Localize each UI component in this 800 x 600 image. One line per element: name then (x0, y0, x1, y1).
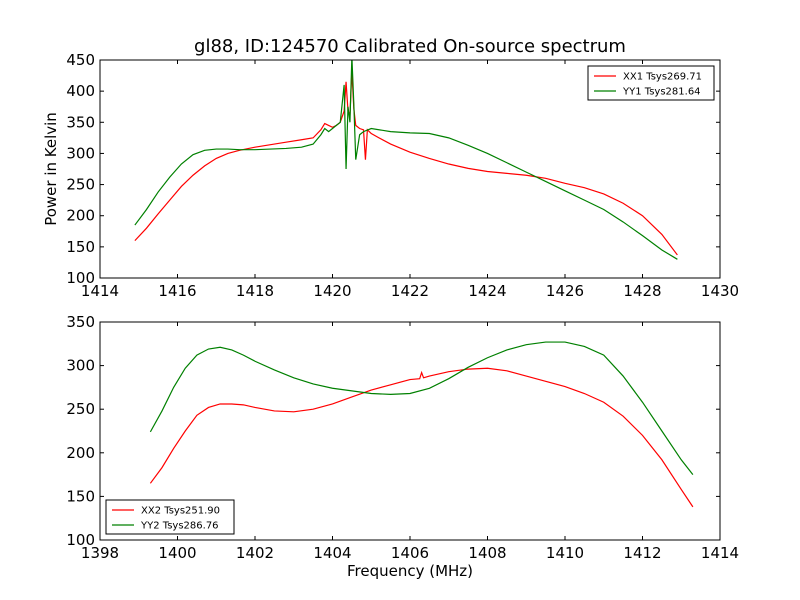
y-tick-label: 100 (66, 269, 95, 287)
y-tick-label: 300 (66, 357, 95, 375)
x-tick-label: 1424 (468, 282, 506, 300)
y-tick-label: 200 (66, 444, 95, 462)
x-tick-label: 1428 (623, 282, 661, 300)
chart-title: gl88, ID:124570 Calibrated On-source spe… (194, 36, 626, 57)
x-tick-label: 1410 (546, 544, 584, 562)
x-tick-label: 1420 (313, 282, 351, 300)
y-tick-label: 250 (66, 176, 95, 194)
y-tick-label: 350 (66, 113, 95, 131)
x-tick-label: 1422 (391, 282, 429, 300)
x-tick-label: 1414 (81, 282, 119, 300)
series-line-top-2 (134, 60, 678, 260)
legend-entry: XX1 Tsys269.71 (623, 72, 702, 83)
legend-box (105, 499, 235, 535)
series-line-bottom-1 (149, 367, 694, 508)
x-tick-label: 1430 (701, 282, 739, 300)
x-tick-label: 1398 (81, 544, 119, 562)
y-tick-label: 150 (66, 238, 95, 256)
y-tick-label: 250 (66, 400, 95, 418)
y-tick-label: 400 (66, 82, 95, 100)
top-panel: 1414 1416 1418 1420 1422 1424 1426 1428 1430 100 1… (42, 51, 739, 300)
y-tick-label: 450 (66, 51, 95, 69)
legend: XX2 Tsys251.90 YY2 Tsys286.76 (105, 499, 235, 535)
x-tick-label: 1412 (623, 544, 661, 562)
legend-entry: YY2 Tsys286.76 (140, 521, 219, 532)
series-line-bottom-2 (149, 341, 694, 475)
x-tick-label: 1414 (701, 544, 739, 562)
x-tick-label: 1408 (468, 544, 506, 562)
x-tick-label: 1400 (158, 544, 196, 562)
legend-box (587, 65, 715, 101)
y-tick-label: 200 (66, 207, 95, 225)
x-tick-label: 1404 (313, 544, 351, 562)
y-tick-label: 350 (66, 313, 95, 331)
legend-entry: YY1 Tsys281.64 (622, 87, 701, 98)
y-tick-label: 150 (66, 487, 95, 505)
x-tick-label: 1416 (158, 282, 196, 300)
y-tick-label: 300 (66, 144, 95, 162)
y-tick-label: 100 (66, 531, 95, 549)
legend-entry: XX2 Tsys251.90 (141, 506, 220, 517)
x-tick-label: 1406 (391, 544, 429, 562)
y-axis-label: Power in Kelvin (42, 112, 60, 226)
bottom-panel: 1398 1400 1402 1404 1406 1408 1410 1412 1414 100 1… (66, 313, 739, 580)
x-tick-label: 1418 (236, 282, 274, 300)
legend: XX1 Tsys269.71 YY1 Tsys281.64 (587, 65, 715, 101)
x-axis-label: Frequency (MHz) (347, 562, 473, 580)
x-tick-label: 1402 (236, 544, 274, 562)
x-tick-label: 1426 (546, 282, 584, 300)
